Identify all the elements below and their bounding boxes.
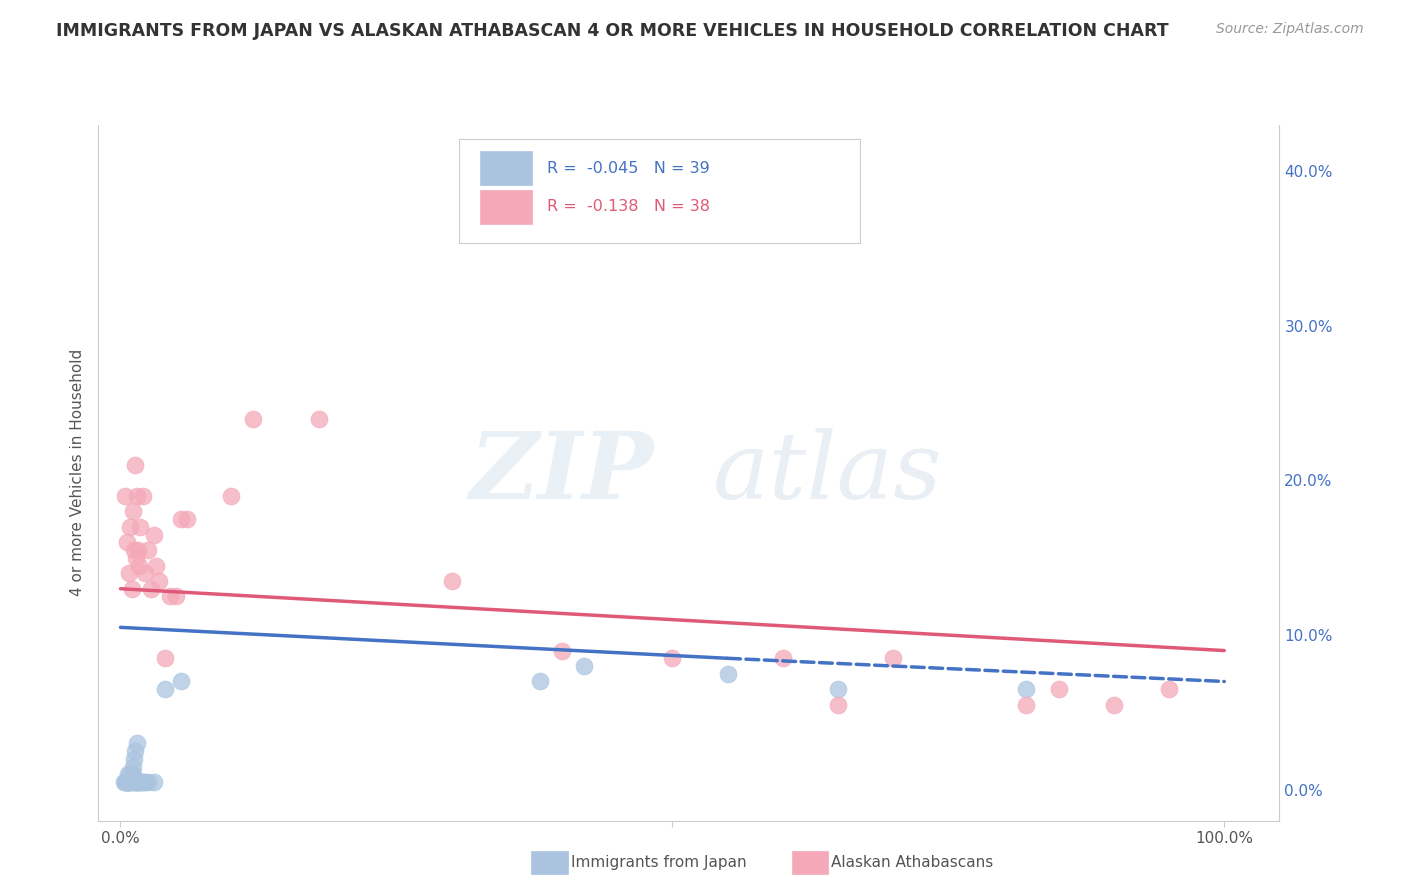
Point <box>159 590 181 604</box>
Point <box>242 411 264 425</box>
Point <box>129 520 152 534</box>
Point <box>129 775 152 789</box>
Y-axis label: 4 or more Vehicles in Household: 4 or more Vehicles in Household <box>69 349 84 597</box>
Point <box>118 566 141 581</box>
Point <box>125 736 148 750</box>
Point <box>118 775 141 789</box>
Point <box>136 775 159 789</box>
Point <box>145 558 167 573</box>
Point <box>134 775 156 789</box>
Text: R =  -0.138   N = 38: R = -0.138 N = 38 <box>547 200 710 214</box>
Point <box>1102 698 1125 712</box>
Point <box>115 775 138 789</box>
Point <box>124 458 146 472</box>
Point <box>120 775 142 789</box>
Text: atlas: atlas <box>713 428 942 517</box>
Point <box>121 582 143 596</box>
Point <box>131 775 153 789</box>
Point <box>124 775 146 789</box>
Point <box>120 767 142 781</box>
Point <box>117 767 139 781</box>
Point <box>148 574 170 588</box>
Point <box>125 550 148 565</box>
Text: Source: ZipAtlas.com: Source: ZipAtlas.com <box>1216 22 1364 37</box>
Point <box>529 674 551 689</box>
Point <box>128 558 150 573</box>
Point <box>122 752 145 766</box>
Point <box>121 767 143 781</box>
Point <box>1047 682 1070 697</box>
Point <box>125 775 148 789</box>
Point <box>117 775 139 789</box>
Point <box>170 512 193 526</box>
Point <box>115 775 138 789</box>
Point <box>134 566 156 581</box>
Text: IMMIGRANTS FROM JAPAN VS ALASKAN ATHABASCAN 4 OR MORE VEHICLES IN HOUSEHOLD CORR: IMMIGRANTS FROM JAPAN VS ALASKAN ATHABAS… <box>56 22 1168 40</box>
Point <box>170 674 193 689</box>
Point <box>827 682 849 697</box>
Point <box>118 775 141 789</box>
Point <box>572 659 595 673</box>
Text: R =  -0.045   N = 39: R = -0.045 N = 39 <box>547 161 710 176</box>
Point <box>153 682 176 697</box>
Point <box>124 744 146 758</box>
Point <box>716 666 738 681</box>
Point <box>308 411 330 425</box>
Point <box>1014 698 1036 712</box>
Point <box>142 775 165 789</box>
Point <box>121 767 143 781</box>
Point <box>115 775 138 789</box>
Point <box>165 590 187 604</box>
Point <box>121 775 143 789</box>
Text: Immigrants from Japan: Immigrants from Japan <box>571 855 747 870</box>
Point <box>112 775 135 789</box>
Point <box>1014 682 1036 697</box>
Point <box>131 489 153 503</box>
Point <box>120 520 142 534</box>
Point <box>551 643 574 657</box>
Point <box>127 543 149 558</box>
Point <box>121 759 143 773</box>
Point <box>219 489 242 503</box>
Point <box>114 775 136 789</box>
Point <box>115 775 138 789</box>
Point <box>772 651 794 665</box>
Text: Alaskan Athabascans: Alaskan Athabascans <box>831 855 993 870</box>
Point <box>125 775 148 789</box>
Point <box>440 574 463 588</box>
Point <box>115 535 138 549</box>
Point <box>125 489 148 503</box>
Point <box>114 489 136 503</box>
Point <box>882 651 904 665</box>
Point <box>661 651 683 665</box>
Point <box>1157 682 1180 697</box>
Point <box>127 775 149 789</box>
Point <box>122 775 145 789</box>
Point <box>131 775 153 789</box>
FancyBboxPatch shape <box>458 139 860 244</box>
FancyBboxPatch shape <box>479 190 531 224</box>
Point <box>122 543 145 558</box>
Point <box>115 775 138 789</box>
Point <box>136 543 159 558</box>
Point <box>141 582 163 596</box>
Point <box>142 527 165 541</box>
Point <box>153 651 176 665</box>
Point <box>176 512 198 526</box>
Point <box>128 775 150 789</box>
Point <box>827 698 849 712</box>
Text: ZIP: ZIP <box>470 428 654 517</box>
Point <box>121 504 143 518</box>
FancyBboxPatch shape <box>479 152 531 186</box>
